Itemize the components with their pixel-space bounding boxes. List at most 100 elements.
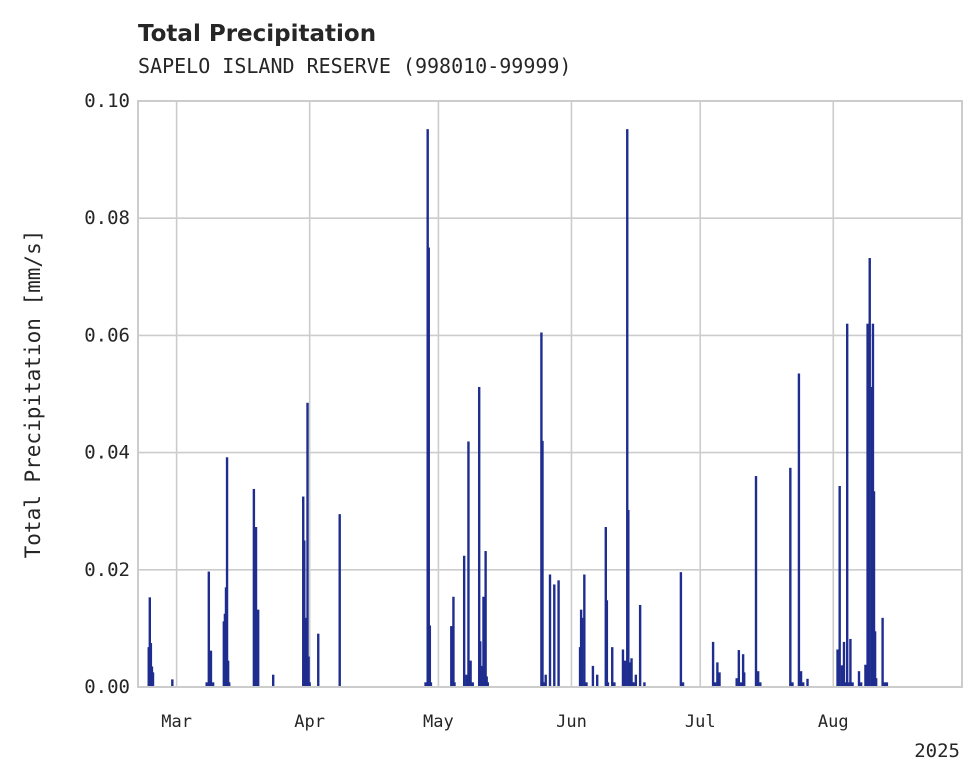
x-tick-label: Aug xyxy=(818,712,849,732)
precipitation-bar xyxy=(836,649,839,687)
precipitation-bar xyxy=(453,682,456,687)
precipitation-bar xyxy=(450,626,453,687)
precipitation-bar xyxy=(427,247,430,687)
precipitation-bar xyxy=(623,660,627,687)
x-tick-label: Jul xyxy=(685,712,716,732)
precipitation-bar xyxy=(256,609,260,687)
precipitation-bar xyxy=(881,617,884,687)
x-tick-label: Jun xyxy=(556,712,587,732)
bar-series xyxy=(147,129,889,688)
precipitation-bar xyxy=(480,665,483,687)
precipitation-bar xyxy=(308,682,311,687)
precipitation-bar xyxy=(606,682,610,687)
precipitation-bar xyxy=(429,682,433,687)
x-axis-year-label: 2025 xyxy=(914,740,960,762)
precipitation-bar xyxy=(613,682,616,687)
y-tick-label: 0.04 xyxy=(84,442,130,464)
precipitation-bar xyxy=(484,551,487,687)
precipitation-bar xyxy=(797,373,801,687)
precipitation-bar xyxy=(638,604,642,687)
precipitation-bar xyxy=(872,491,876,687)
y-axis-ticks: 0.00 0.02 0.04 0.06 0.08 0.10 xyxy=(84,90,130,698)
precipitation-bar xyxy=(632,682,635,687)
precipitation-bar xyxy=(759,682,762,687)
x-tick-label: Mar xyxy=(161,712,192,732)
x-tick-label: Apr xyxy=(294,712,325,732)
precipitation-bar xyxy=(626,129,629,688)
precipitation-bar xyxy=(883,682,886,687)
precipitation-bar xyxy=(627,510,630,687)
precipitation-bar xyxy=(482,596,485,687)
precipitation-bar xyxy=(849,638,852,687)
precipitation-bar xyxy=(840,665,844,687)
precipitation-bar xyxy=(317,633,320,687)
y-axis-label: Total Precipitation [mm/s] xyxy=(21,230,45,559)
x-tick-label: May xyxy=(423,712,454,732)
precipitation-bar xyxy=(485,676,488,687)
precipitation-bar xyxy=(621,649,625,687)
chart-subtitle: SAPELO ISLAND RESERVE (998010-99999) xyxy=(138,54,571,78)
precipitation-bar xyxy=(857,671,861,687)
precipitation-bar xyxy=(583,574,586,687)
precipitation-bar xyxy=(465,674,468,687)
precipitation-bar xyxy=(467,441,470,687)
precipitation-bar xyxy=(207,571,211,687)
precipitation-bar xyxy=(643,682,646,687)
precipitation-bar xyxy=(205,682,208,687)
precipitation-bar xyxy=(718,672,721,687)
precipitation-bar xyxy=(842,641,846,687)
precipitation-bar xyxy=(477,386,481,687)
precipitation-bar xyxy=(711,641,715,687)
precipitation-bar xyxy=(634,674,638,687)
precipitation-bar xyxy=(838,486,841,687)
precipitation-bar xyxy=(630,658,633,687)
precipitation-bar xyxy=(462,555,466,687)
plot-frame xyxy=(137,100,963,688)
precipitation-bar xyxy=(585,682,588,687)
precipitation-bar xyxy=(557,580,560,687)
precipitation-bar xyxy=(227,682,231,687)
y-tick-label: 0.06 xyxy=(84,324,130,346)
precipitation-bar xyxy=(739,682,743,687)
precipitation-bar xyxy=(679,572,683,687)
precipitation-bar xyxy=(873,631,877,687)
precipitation-bar xyxy=(580,617,584,687)
precipitation-bar xyxy=(874,678,878,687)
chart-title: Total Precipitation xyxy=(138,21,376,47)
precipitation-bar xyxy=(338,514,341,687)
precipitation-bar xyxy=(226,660,230,687)
precipitation-bar xyxy=(802,682,805,687)
precipitation-bar xyxy=(479,641,482,687)
precipitation-bar xyxy=(171,679,174,687)
precipitation-bar xyxy=(209,650,213,687)
precipitation-bar xyxy=(754,476,758,687)
precipitation-bar xyxy=(681,682,685,687)
precipitation-bar xyxy=(486,682,489,687)
precipitation-bar xyxy=(307,656,310,687)
precipitation-bar xyxy=(424,682,427,687)
precipitation-bar xyxy=(471,682,474,687)
y-tick-label: 0.10 xyxy=(84,90,130,112)
precipitation-bar xyxy=(553,584,556,687)
precipitation-bar xyxy=(791,682,794,687)
precipitation-bar xyxy=(254,527,258,687)
precipitation-bar xyxy=(799,671,803,687)
precipitation-bar xyxy=(742,672,746,687)
precipitation-bar xyxy=(591,665,595,687)
precipitation-bar xyxy=(735,678,738,687)
precipitation-bar xyxy=(806,678,809,687)
precipitation-bar xyxy=(737,650,741,687)
precipitation-bar xyxy=(542,682,545,687)
precipitation-bar xyxy=(847,682,850,687)
precipitation-bar xyxy=(714,682,717,687)
precipitation-bar xyxy=(541,440,544,687)
y-tick-label: 0.00 xyxy=(84,676,130,698)
precipitation-bar xyxy=(885,682,889,687)
precipitation-bar xyxy=(303,540,306,687)
precipitation-bar xyxy=(544,674,547,687)
precipitation-bar xyxy=(548,574,552,687)
precipitation-bar xyxy=(469,660,472,687)
precipitation-bar xyxy=(148,597,152,687)
precipitation-bar xyxy=(611,647,614,687)
